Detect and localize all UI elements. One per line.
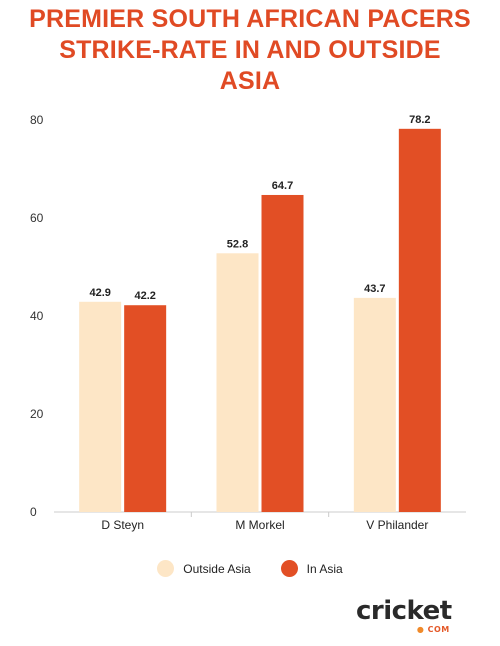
legend: Outside Asia In Asia <box>0 560 500 577</box>
chart-title: PREMIER SOUTH AFRICAN PACERS STRIKE-RATE… <box>0 4 500 97</box>
legend-item-outside-asia: Outside Asia <box>157 560 251 577</box>
legend-swatch-outside-asia <box>157 560 175 577</box>
legend-swatch-in-asia <box>280 560 298 577</box>
data-label: 43.7 <box>364 283 385 295</box>
x-tick-label: V Philander <box>366 518 428 532</box>
y-tick-label: 40 <box>30 309 44 323</box>
data-label: 42.2 <box>134 290 155 302</box>
bar-outside-asia <box>79 301 122 512</box>
x-tick-label: D Steyn <box>101 518 144 532</box>
cricket-com-logo: cricket ● COM <box>356 596 452 634</box>
logo-text: cricket <box>356 596 452 626</box>
logo-sub: ● COM <box>416 625 450 634</box>
chart-title-line-1: PREMIER SOUTH AFRICAN PACERS <box>29 5 471 33</box>
data-label: 52.8 <box>227 238 248 250</box>
bar-in-asia <box>398 128 441 512</box>
bar-outside-asia <box>353 297 396 512</box>
y-tick-label: 60 <box>30 211 44 225</box>
chart-title-line-3: ASIA <box>219 67 281 95</box>
x-tick-label: M Morkel <box>235 518 284 532</box>
legend-label-in-asia: In Asia <box>306 561 343 576</box>
data-label: 64.7 <box>272 180 293 192</box>
legend-label-outside-asia: Outside Asia <box>183 561 251 576</box>
bar-outside-asia <box>216 253 259 512</box>
bar-in-asia <box>261 194 304 512</box>
y-tick-label: 80 <box>30 113 44 127</box>
data-label: 42.9 <box>89 287 110 299</box>
data-label: 78.2 <box>409 114 430 126</box>
bar-in-asia <box>124 305 167 512</box>
legend-item-in-asia: In Asia <box>280 560 343 577</box>
y-tick-label: 20 <box>30 407 44 421</box>
y-tick-label: 0 <box>30 505 37 519</box>
chart-title-line-2: STRIKE-RATE IN AND OUTSIDE <box>59 36 441 64</box>
